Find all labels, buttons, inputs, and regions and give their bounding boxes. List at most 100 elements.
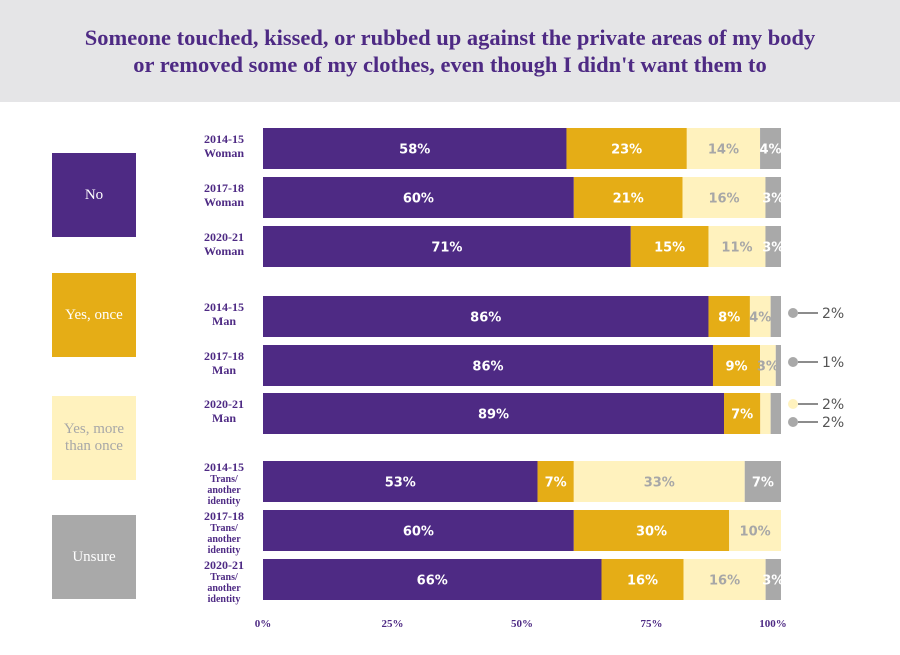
data-label: 16% — [627, 574, 658, 589]
legend-item-unsure: Unsure — [52, 515, 136, 599]
row-label: identity — [208, 496, 241, 507]
data-label: 53% — [385, 476, 416, 491]
row-label: 2017-18 — [204, 509, 244, 523]
callout-label: 2% — [822, 397, 844, 413]
data-label: 3% — [762, 574, 784, 589]
data-label: 86% — [472, 360, 503, 375]
legend-item-no: No — [52, 153, 136, 237]
bar-segment — [263, 128, 567, 169]
data-label: 23% — [611, 143, 642, 158]
row-label: Woman — [204, 146, 244, 160]
bar-segment — [573, 461, 745, 502]
row-label: Man — [212, 363, 236, 377]
bar-segment — [708, 226, 766, 267]
callout-marker — [788, 308, 798, 318]
bar-segment — [770, 393, 781, 434]
row-label: another — [207, 485, 241, 496]
data-label: 3% — [762, 192, 784, 207]
data-label: 21% — [613, 192, 644, 207]
x-tick-label: 0% — [255, 618, 272, 630]
bar-segment — [765, 177, 781, 218]
bar-segment — [724, 393, 761, 434]
data-label: 86% — [470, 311, 501, 326]
bar-segment — [775, 345, 781, 386]
callout-marker — [788, 399, 798, 409]
data-label: 7% — [545, 476, 567, 491]
bar-segment — [263, 177, 574, 218]
bar-segment — [263, 226, 631, 267]
bar-segment — [749, 296, 771, 337]
bar-segment — [760, 128, 781, 169]
data-label: 89% — [478, 408, 509, 423]
row-label: Man — [212, 411, 236, 425]
data-label: 3% — [757, 360, 779, 375]
data-label: 15% — [654, 241, 685, 256]
x-tick-label: 75% — [641, 618, 663, 630]
legend-item-yes-more-than-once: Yes, more than once — [52, 396, 136, 480]
data-label: 60% — [403, 192, 434, 207]
chart-title: Someone touched, kissed, or rubbed up ag… — [0, 24, 900, 78]
legend-label-no: No — [84, 186, 104, 203]
bar-segment — [537, 461, 574, 502]
data-label: 60% — [403, 525, 434, 540]
data-label: 9% — [725, 360, 747, 375]
title-banner — [0, 0, 900, 102]
bar-segment — [683, 559, 766, 600]
bar-segment — [760, 345, 776, 386]
row-label: 2020-21 — [204, 397, 244, 411]
bar-segment — [263, 345, 713, 386]
row-label: Trans/ — [210, 523, 238, 534]
data-label: 71% — [431, 241, 462, 256]
bar-segment — [263, 296, 709, 337]
data-label: 8% — [718, 311, 740, 326]
callout-label: 2% — [822, 306, 844, 322]
row-label: another — [207, 583, 241, 594]
bar-segment — [765, 559, 781, 600]
bar-segment — [573, 510, 730, 551]
row-label: 2014-15 — [204, 460, 244, 474]
callout-label: 2% — [822, 415, 844, 431]
row-label: Man — [212, 314, 236, 328]
bar-segment — [682, 177, 766, 218]
data-label: 30% — [636, 525, 667, 540]
data-label: 4% — [759, 143, 781, 158]
bar-segment — [263, 461, 538, 502]
data-label: 16% — [708, 192, 739, 207]
bar-segment — [760, 393, 771, 434]
bar-segment — [601, 559, 684, 600]
bar-segment — [263, 559, 602, 600]
legend-label-unsure: Unsure — [72, 548, 116, 565]
row-label: 2020-21 — [204, 558, 244, 572]
callout-marker — [788, 357, 798, 367]
bar-segment — [686, 128, 761, 169]
bar-segment — [744, 461, 781, 502]
legend-item-yes-once: Yes, once — [52, 273, 136, 357]
row-label: Trans/ — [210, 572, 238, 583]
data-label: 14% — [708, 143, 739, 158]
bar-segment — [765, 226, 781, 267]
legend-label-yes-once: Yes, once — [65, 306, 123, 323]
x-tick-label: 100% — [759, 618, 787, 630]
row-label: Woman — [204, 195, 244, 209]
bar-segment — [630, 226, 709, 267]
data-label: 58% — [399, 143, 430, 158]
bar-segment — [263, 510, 574, 551]
chart-title-line-2: or removed some of my clothes, even thou… — [133, 52, 767, 77]
row-label: 2014-15 — [204, 300, 244, 314]
bar-segment — [573, 177, 683, 218]
data-label: 3% — [762, 241, 784, 256]
chart-title-line-1: Someone touched, kissed, or rubbed up ag… — [84, 25, 816, 50]
callout-label: 1% — [822, 355, 844, 371]
row-label: Woman — [204, 244, 244, 258]
row-label: 2020-21 — [204, 230, 244, 244]
row-label: identity — [208, 594, 241, 605]
row-label: Trans/ — [210, 474, 238, 485]
data-label: 7% — [731, 408, 753, 423]
data-label: 66% — [417, 574, 448, 589]
data-label: 11% — [721, 241, 752, 256]
data-label: 7% — [752, 476, 774, 491]
bar-segment — [708, 296, 750, 337]
row-label: 2017-18 — [204, 181, 244, 195]
data-label: 33% — [644, 476, 675, 491]
